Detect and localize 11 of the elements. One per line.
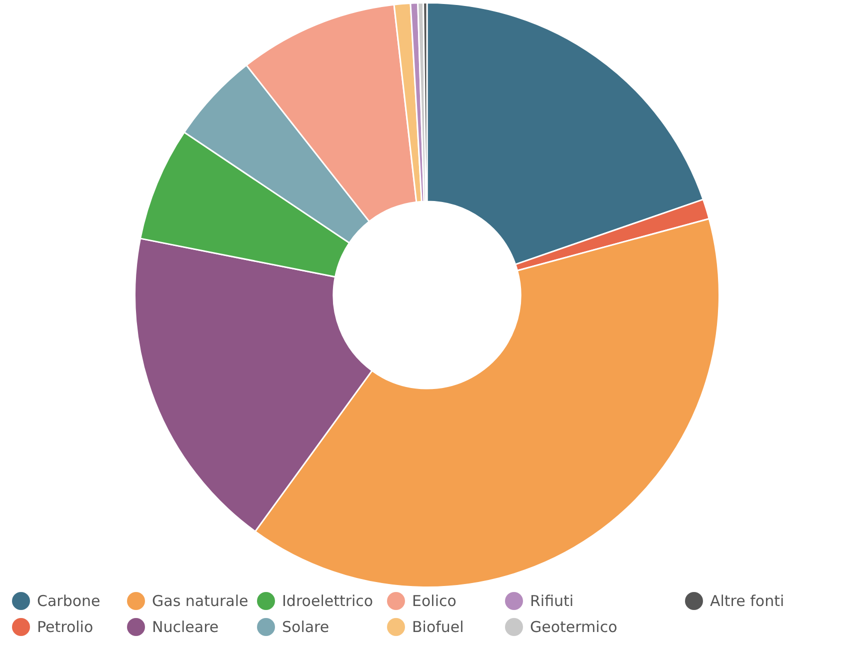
legend-label: Solare [282,618,330,636]
legend-label: Rifiuti [530,592,574,610]
legend-label: Eolico [412,592,456,610]
legend-label: Petrolio [37,618,94,636]
legend-label: Idroelettrico [282,592,374,610]
legend-label: Altre fonti [710,592,784,610]
legend-label: Biofuel [412,618,464,636]
legend-label: Carbone [37,592,100,610]
legend-label: Geotermico [530,618,618,636]
legend-label: Gas naturale [152,592,248,610]
legend-label: Nucleare [152,618,219,636]
